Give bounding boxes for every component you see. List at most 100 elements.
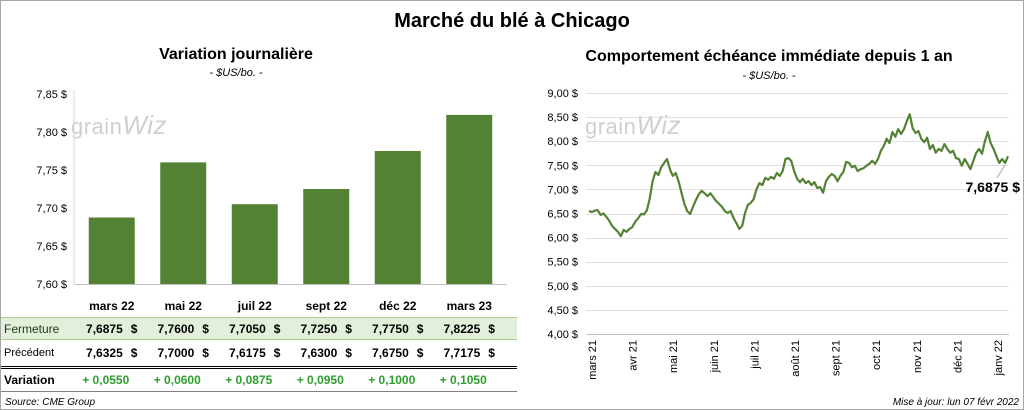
x-tick-label: août 21 — [790, 340, 802, 377]
bar — [446, 114, 493, 285]
table-cell: + 0,0875 — [219, 373, 291, 387]
cell-value: + 0,0875 — [225, 373, 273, 387]
category-label: déc 22 — [379, 299, 417, 313]
y-tick-label: 8,50 $ — [547, 112, 578, 124]
category-label: sept 22 — [306, 299, 348, 313]
table-cell: 7,6175 $ — [219, 346, 291, 360]
table-cell: 7,7175 $ — [434, 346, 506, 360]
cell-value: 7,7000 — [157, 346, 195, 360]
x-tick-label: janv 22 — [993, 340, 1005, 376]
currency-symbol: $ — [202, 321, 209, 336]
cell-value: 7,7250 — [300, 321, 338, 336]
cell-value: 7,7600 — [157, 321, 195, 336]
x-tick-label: nov 21 — [912, 340, 924, 373]
table-cell: + 0,0950 — [291, 373, 363, 387]
y-tick-label: 4,00 $ — [547, 329, 578, 341]
logo-text-part1: grain — [585, 114, 637, 139]
currency-symbol: $ — [488, 321, 495, 336]
table-cell: 7,6750 $ — [362, 346, 434, 360]
currency-symbol: $ — [488, 346, 495, 360]
table-cell: + 0,0600 — [148, 373, 220, 387]
cell-value: 7,6175 — [229, 346, 266, 360]
daily-variation-bar-chart: 7,60 $ 7,65 $ 7,70 $ 7,75 $ 7,80 $ 7,85 $ mars… — [36, 89, 507, 313]
bar-chart-title: Variation journalière — [159, 46, 313, 63]
table-cell: 7,7600 $ — [148, 322, 220, 336]
cell-value: 7,7750 — [372, 321, 409, 336]
cell-value: + 0,0950 — [296, 373, 344, 387]
table-cell: 7,6875 $ — [76, 322, 148, 336]
source-note: Source: CME Group — [5, 397, 96, 408]
table-cell: 7,6325 $ — [76, 346, 148, 360]
row-label-fermeture: Fermeture — [4, 321, 60, 336]
cell-value: 7,7175 — [443, 346, 481, 360]
x-tick-label: juin 21 — [709, 340, 721, 373]
y-tick-label: 6,00 $ — [547, 233, 578, 245]
currency-symbol: $ — [345, 346, 352, 360]
x-tick-label: sept 21 — [831, 340, 843, 376]
table-cell: + 0,0550 — [76, 373, 148, 387]
category-label: mai 22 — [165, 299, 203, 313]
cell-value: 7,8225 — [443, 321, 481, 336]
line-chart-subtitle: - $US/bo. - — [742, 70, 796, 82]
table-row-variation: Variation + 0,0550 + 0,0600 + 0,0875 + 0,095… — [1, 369, 517, 392]
x-tick-label: mars 21 — [587, 340, 599, 380]
cell-value: + 0,1050 — [439, 373, 487, 387]
bar-chart-subtitle: - $US/bo. - — [209, 67, 263, 79]
y-tick-label: 5,50 $ — [547, 257, 578, 269]
currency-symbol: $ — [202, 346, 209, 360]
cell-value: 7,6875 — [86, 321, 123, 336]
category-label: mars 22 — [89, 299, 135, 313]
table-cell: 7,8225 $ — [434, 322, 506, 336]
price-table: Fermeture 7,6875 $7,7600 $7,7050 $7,7250 $7,7… — [1, 317, 517, 392]
last-value-leader-line — [996, 164, 1006, 179]
table-cell: 7,7750 $ — [362, 322, 434, 336]
bar — [374, 151, 421, 284]
logo-text-part2: Wiz — [122, 110, 168, 140]
currency-symbol: $ — [273, 346, 281, 360]
cell-value: + 0,1000 — [368, 373, 416, 387]
logo-text-part2: Wiz — [636, 110, 682, 140]
grainwiz-logo-watermark: grainWiz — [585, 111, 681, 141]
x-tick-label: juil 21 — [749, 340, 761, 370]
y-tick-label: 7,00 $ — [547, 184, 578, 196]
page-title: Marché du blé à Chicago — [394, 10, 630, 32]
currency-symbol: $ — [416, 321, 424, 336]
y-tick-label: 7,65 $ — [36, 241, 67, 253]
y-tick-label: 7,70 $ — [36, 203, 67, 215]
table-cell: 7,6300 $ — [291, 346, 363, 360]
logo-text-part1: grain — [71, 114, 123, 139]
y-tick-label: 9,00 $ — [547, 88, 578, 100]
cell-value: + 0,0600 — [153, 373, 201, 387]
last-value-label: 7,6875 $ — [966, 179, 1021, 195]
y-tick-label: 8,00 $ — [547, 136, 578, 148]
x-tick-label: avr 21 — [628, 340, 640, 371]
last-update-note: Mise à jour: lun 07 févr 2022 — [892, 397, 1019, 408]
one-year-front-month-line-chart: 4,00 $ 4,50 $ 5,00 $ 5,50 $ 6,00 $ 6,50 $ 7,00… — [547, 88, 1021, 380]
y-tick-label: 7,75 $ — [36, 165, 67, 177]
cell-value: 7,6300 — [300, 346, 338, 360]
x-tick-label: déc 21 — [952, 340, 964, 373]
y-tick-label: 7,60 $ — [36, 279, 67, 291]
y-tick-label: 7,50 $ — [547, 160, 578, 172]
table-row-fermeture: Fermeture 7,6875 $7,7600 $7,7050 $7,7250 $7,7… — [1, 317, 517, 340]
table-row-precedent: Précédent 7,6325 $ 7,7000 $7,6175 $7,6300 $7,6… — [1, 340, 517, 369]
bar — [160, 162, 207, 284]
table-cell: 7,7250 $ — [291, 322, 363, 336]
price-line — [588, 113, 1010, 238]
currency-symbol: $ — [345, 321, 352, 336]
currency-symbol: $ — [273, 321, 281, 336]
currency-symbol: $ — [130, 321, 138, 336]
cell-value: 7,6750 — [372, 346, 409, 360]
x-tick-label: mai 21 — [668, 340, 680, 373]
y-tick-label: 5,00 $ — [547, 281, 578, 293]
bar — [231, 204, 278, 284]
y-tick-label: 7,80 $ — [36, 127, 67, 139]
x-tick-label: oct 21 — [871, 340, 883, 370]
y-tick-label: 7,85 $ — [36, 89, 67, 101]
row-label-precedent: Précédent — [4, 347, 55, 359]
table-cell: + 0,1000 — [362, 373, 434, 387]
y-tick-label: 4,50 $ — [547, 305, 578, 317]
row-label-variation: Variation — [4, 373, 55, 387]
cell-value: + 0,0550 — [82, 373, 130, 387]
